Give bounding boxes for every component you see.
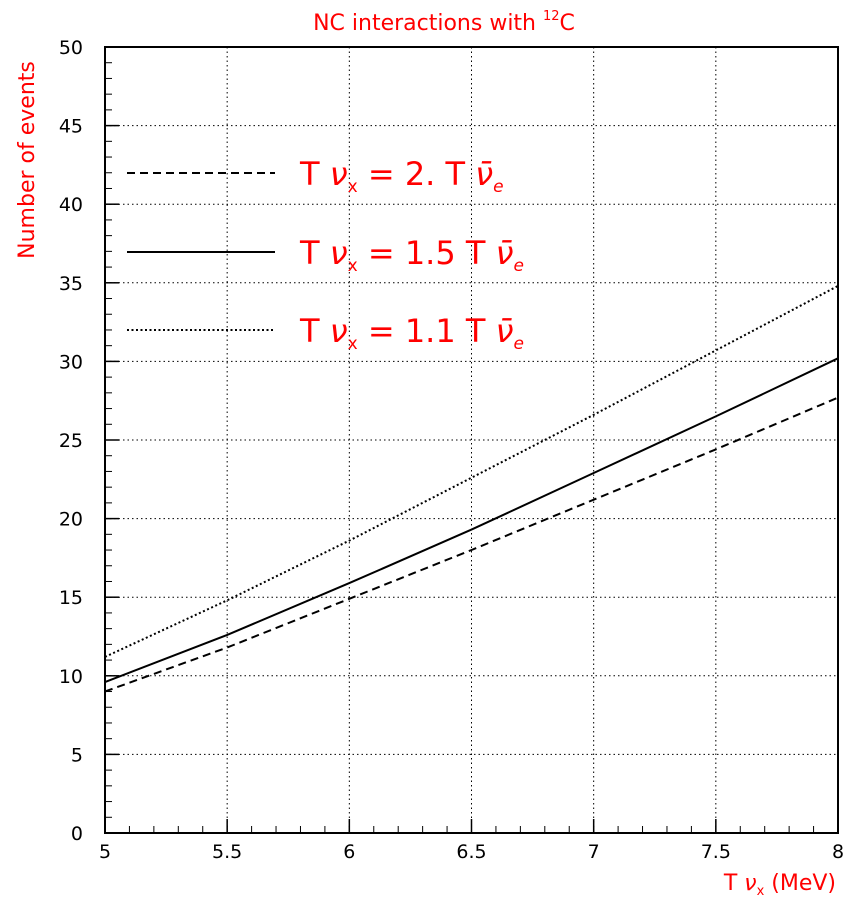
y-tick-label: 35	[59, 273, 83, 295]
legend-label: T νx = 1.1 T ν̄e	[299, 312, 524, 354]
series-line-dashed	[104, 396, 839, 693]
legend: T νx = 2. T ν̄e T νx = 1.5 T ν̄e T νx = 1.…	[127, 155, 524, 354]
y-axis-title: Number of events	[15, 61, 40, 259]
y-tick-label: 20	[59, 509, 83, 531]
x-tick-label: 5	[99, 841, 111, 863]
x-tick-label: 6.5	[456, 841, 486, 863]
x-axis-title: T νx (MeV)	[723, 871, 836, 899]
legend-label: T νx = 2. T ν̄e	[299, 155, 504, 197]
chart-title: NC interactions with 12C	[313, 9, 575, 36]
plot-frame	[104, 46, 839, 834]
series-line-solid	[104, 357, 839, 684]
x-tick-label: 7.5	[701, 841, 731, 863]
series-lines	[104, 285, 839, 693]
y-tick-label: 45	[59, 116, 83, 138]
x-tick-label: 8	[832, 841, 844, 863]
legend-label: T νx = 1.5 T ν̄e	[299, 234, 524, 276]
y-tick-label: 10	[59, 666, 83, 688]
y-tick-label: 25	[59, 430, 83, 452]
y-tick-label: 40	[59, 194, 83, 216]
y-tick-label: 50	[59, 37, 83, 59]
y-tick-label: 0	[71, 823, 83, 845]
y-tick-label: 5	[71, 744, 83, 766]
x-tick-label: 7	[588, 841, 600, 863]
x-tick-label: 5.5	[212, 841, 242, 863]
y-tick-label: 15	[59, 587, 83, 609]
y-tick-label: 30	[59, 351, 83, 373]
grid	[105, 47, 838, 833]
x-tick-label: 6	[343, 841, 355, 863]
